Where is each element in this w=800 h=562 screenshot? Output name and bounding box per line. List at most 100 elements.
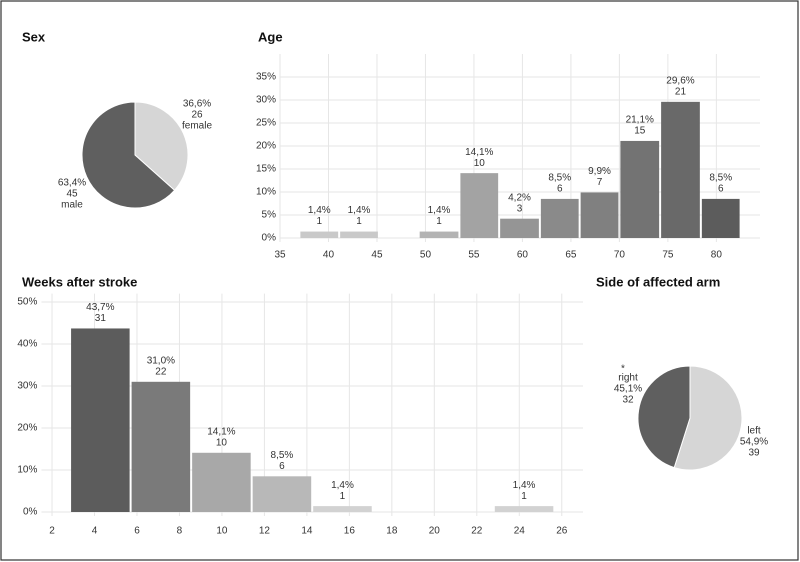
x-tick-label: 35: [274, 250, 286, 261]
x-tick-label: 26: [556, 526, 568, 537]
bar: [580, 192, 619, 238]
bar-count: 10: [474, 158, 486, 169]
bar: [340, 231, 378, 238]
bar: [540, 198, 579, 238]
bar-count: 22: [155, 366, 167, 377]
bar-label: 8,5%: [548, 173, 571, 184]
bar-label: 1,4%: [308, 205, 331, 216]
slice-label: left: [747, 426, 761, 437]
y-tick-label: 5%: [262, 210, 277, 221]
x-tick-label: 45: [371, 250, 383, 261]
bar-label: 43,7%: [86, 302, 114, 313]
bar-label: 31,0%: [147, 355, 175, 366]
bar-label: 14,1%: [207, 426, 235, 437]
slice-label: 36,6%: [183, 99, 211, 110]
bar-label: 1,4%: [331, 480, 354, 491]
x-tick-label: 70: [614, 250, 626, 261]
bar: [661, 101, 700, 238]
bar-count: 6: [557, 184, 563, 195]
slice-label: 32: [622, 395, 634, 406]
x-tick-label: 24: [514, 526, 526, 537]
bar-count: 21: [675, 86, 687, 97]
bar: [419, 231, 459, 238]
y-tick-label: 20%: [256, 141, 276, 152]
x-tick-label: 55: [468, 250, 480, 261]
slice-label: 54,9%: [740, 437, 768, 448]
bar-label: 1,4%: [513, 480, 536, 491]
x-tick-label: 60: [517, 250, 529, 261]
bar-count: 6: [718, 184, 724, 195]
bar-count: 31: [95, 313, 107, 324]
pie-slice: [673, 365, 743, 471]
x-tick-label: 75: [662, 250, 674, 261]
x-tick-label: 40: [323, 250, 335, 261]
x-tick-label: 12: [259, 526, 271, 537]
bar: [494, 506, 554, 512]
bar: [313, 506, 372, 512]
bar: [131, 381, 191, 512]
pie-slice: [81, 101, 176, 209]
bar-label: 1,4%: [428, 205, 451, 216]
annotation: *: [621, 364, 625, 375]
x-tick-label: 50: [420, 250, 432, 261]
bar: [460, 173, 499, 238]
bar-count: 15: [634, 126, 646, 137]
bar-label: 1,4%: [348, 205, 371, 216]
slice-label: 63,4%: [58, 178, 86, 189]
bar-label: 8,5%: [709, 173, 732, 184]
y-tick-label: 20%: [17, 423, 37, 434]
bar-label: 29,6%: [666, 75, 694, 86]
x-tick-label: 10: [216, 526, 228, 537]
x-tick-label: 20: [429, 526, 441, 537]
bar-label: 14,1%: [465, 147, 493, 158]
bar-count: 1: [316, 216, 322, 227]
chart-title: Side of affected arm: [596, 274, 720, 289]
y-tick-label: 25%: [256, 118, 276, 129]
y-tick-label: 0%: [23, 507, 38, 518]
bar-label: 9,9%: [588, 166, 611, 177]
bar: [300, 231, 339, 238]
bar-count: 1: [521, 491, 527, 502]
bar-count: 3: [517, 203, 523, 214]
bar: [71, 328, 130, 512]
slice-label: female: [182, 121, 212, 132]
bar-label: 8,5%: [271, 450, 294, 461]
bar-label: 4,2%: [508, 192, 531, 203]
y-tick-label: 30%: [17, 381, 37, 392]
slice-label: 45,1%: [614, 384, 642, 395]
x-tick-label: 4: [92, 526, 98, 537]
x-tick-label: 6: [134, 526, 140, 537]
pie-slice: [134, 101, 189, 192]
x-tick-label: 14: [301, 526, 313, 537]
y-tick-label: 0%: [262, 233, 277, 244]
bar: [500, 218, 539, 238]
slice-label: male: [61, 200, 83, 211]
y-tick-label: 10%: [256, 187, 276, 198]
x-tick-label: 22: [471, 526, 483, 537]
pie-slice: [637, 365, 691, 469]
x-tick-label: 2: [49, 526, 55, 537]
bar-count: 1: [436, 216, 442, 227]
chart-title: Age: [258, 29, 283, 44]
slice-label: right: [618, 373, 638, 384]
bar-count: 1: [356, 216, 362, 227]
x-tick-label: 16: [344, 526, 356, 537]
y-tick-label: 40%: [17, 339, 37, 350]
chart-title: Weeks after stroke: [22, 274, 137, 289]
slice-label: 26: [191, 110, 203, 121]
bar: [701, 198, 740, 238]
bar: [620, 140, 660, 238]
chart-title: Sex: [22, 29, 46, 44]
bar-count: 6: [279, 461, 285, 472]
bar-count: 1: [340, 491, 346, 502]
x-tick-label: 80: [711, 250, 723, 261]
slice-label: 45: [66, 189, 78, 200]
bar-count: 7: [597, 177, 603, 188]
bar-count: 10: [216, 437, 228, 448]
y-tick-label: 30%: [256, 95, 276, 106]
y-tick-label: 10%: [17, 465, 37, 476]
y-tick-label: 15%: [256, 164, 276, 175]
x-tick-label: 65: [565, 250, 577, 261]
x-tick-label: 18: [386, 526, 398, 537]
slice-label: 39: [748, 448, 760, 459]
